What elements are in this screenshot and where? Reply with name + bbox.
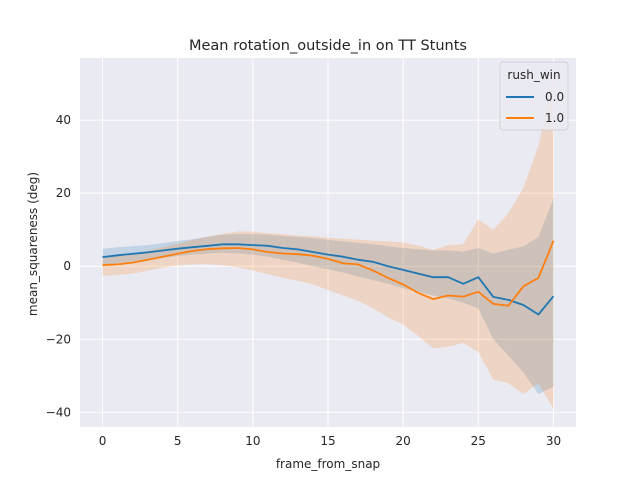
legend-label-0: 0.0: [545, 90, 564, 104]
x-tick-label-3: 15: [320, 434, 335, 448]
x-tick-label-1: 5: [174, 434, 182, 448]
grid: [80, 58, 576, 427]
confidence-bands: [102, 76, 554, 409]
y-tick-label-1: −20: [46, 332, 71, 346]
confidence-band-0: [102, 198, 554, 395]
series-line-1: [102, 240, 555, 307]
x-axis-label: frame_from_snap: [276, 457, 380, 471]
x-tick-label-2: 10: [245, 434, 260, 448]
legend-label-1: 1.0: [545, 111, 564, 125]
legend-title: rush_win: [507, 68, 560, 82]
y-tick-label-3: 20: [56, 186, 71, 200]
legend: rush_win 0.0 1.0: [499, 61, 569, 131]
y-tick-label-0: −40: [46, 405, 71, 419]
y-tick-labels: −40 −20 0 20 40: [46, 113, 71, 419]
x-tick-label-4: 20: [396, 434, 411, 448]
confidence-band-1: [102, 76, 554, 409]
x-tick-label-0: 0: [99, 434, 107, 448]
y-axis-label: mean_squareness (deg): [26, 172, 40, 316]
y-tick-label-2: 0: [63, 259, 71, 273]
x-tick-labels: 0 5 10 15 20 25 30: [99, 434, 561, 448]
series-line-0: [102, 243, 555, 316]
x-tick-label-5: 25: [471, 434, 486, 448]
x-tick-label-6: 30: [546, 434, 561, 448]
series-lines: [102, 240, 555, 316]
y-tick-label-4: 40: [56, 113, 71, 127]
chart-title: Mean rotation_outside_in on TT Stunts: [189, 38, 467, 54]
